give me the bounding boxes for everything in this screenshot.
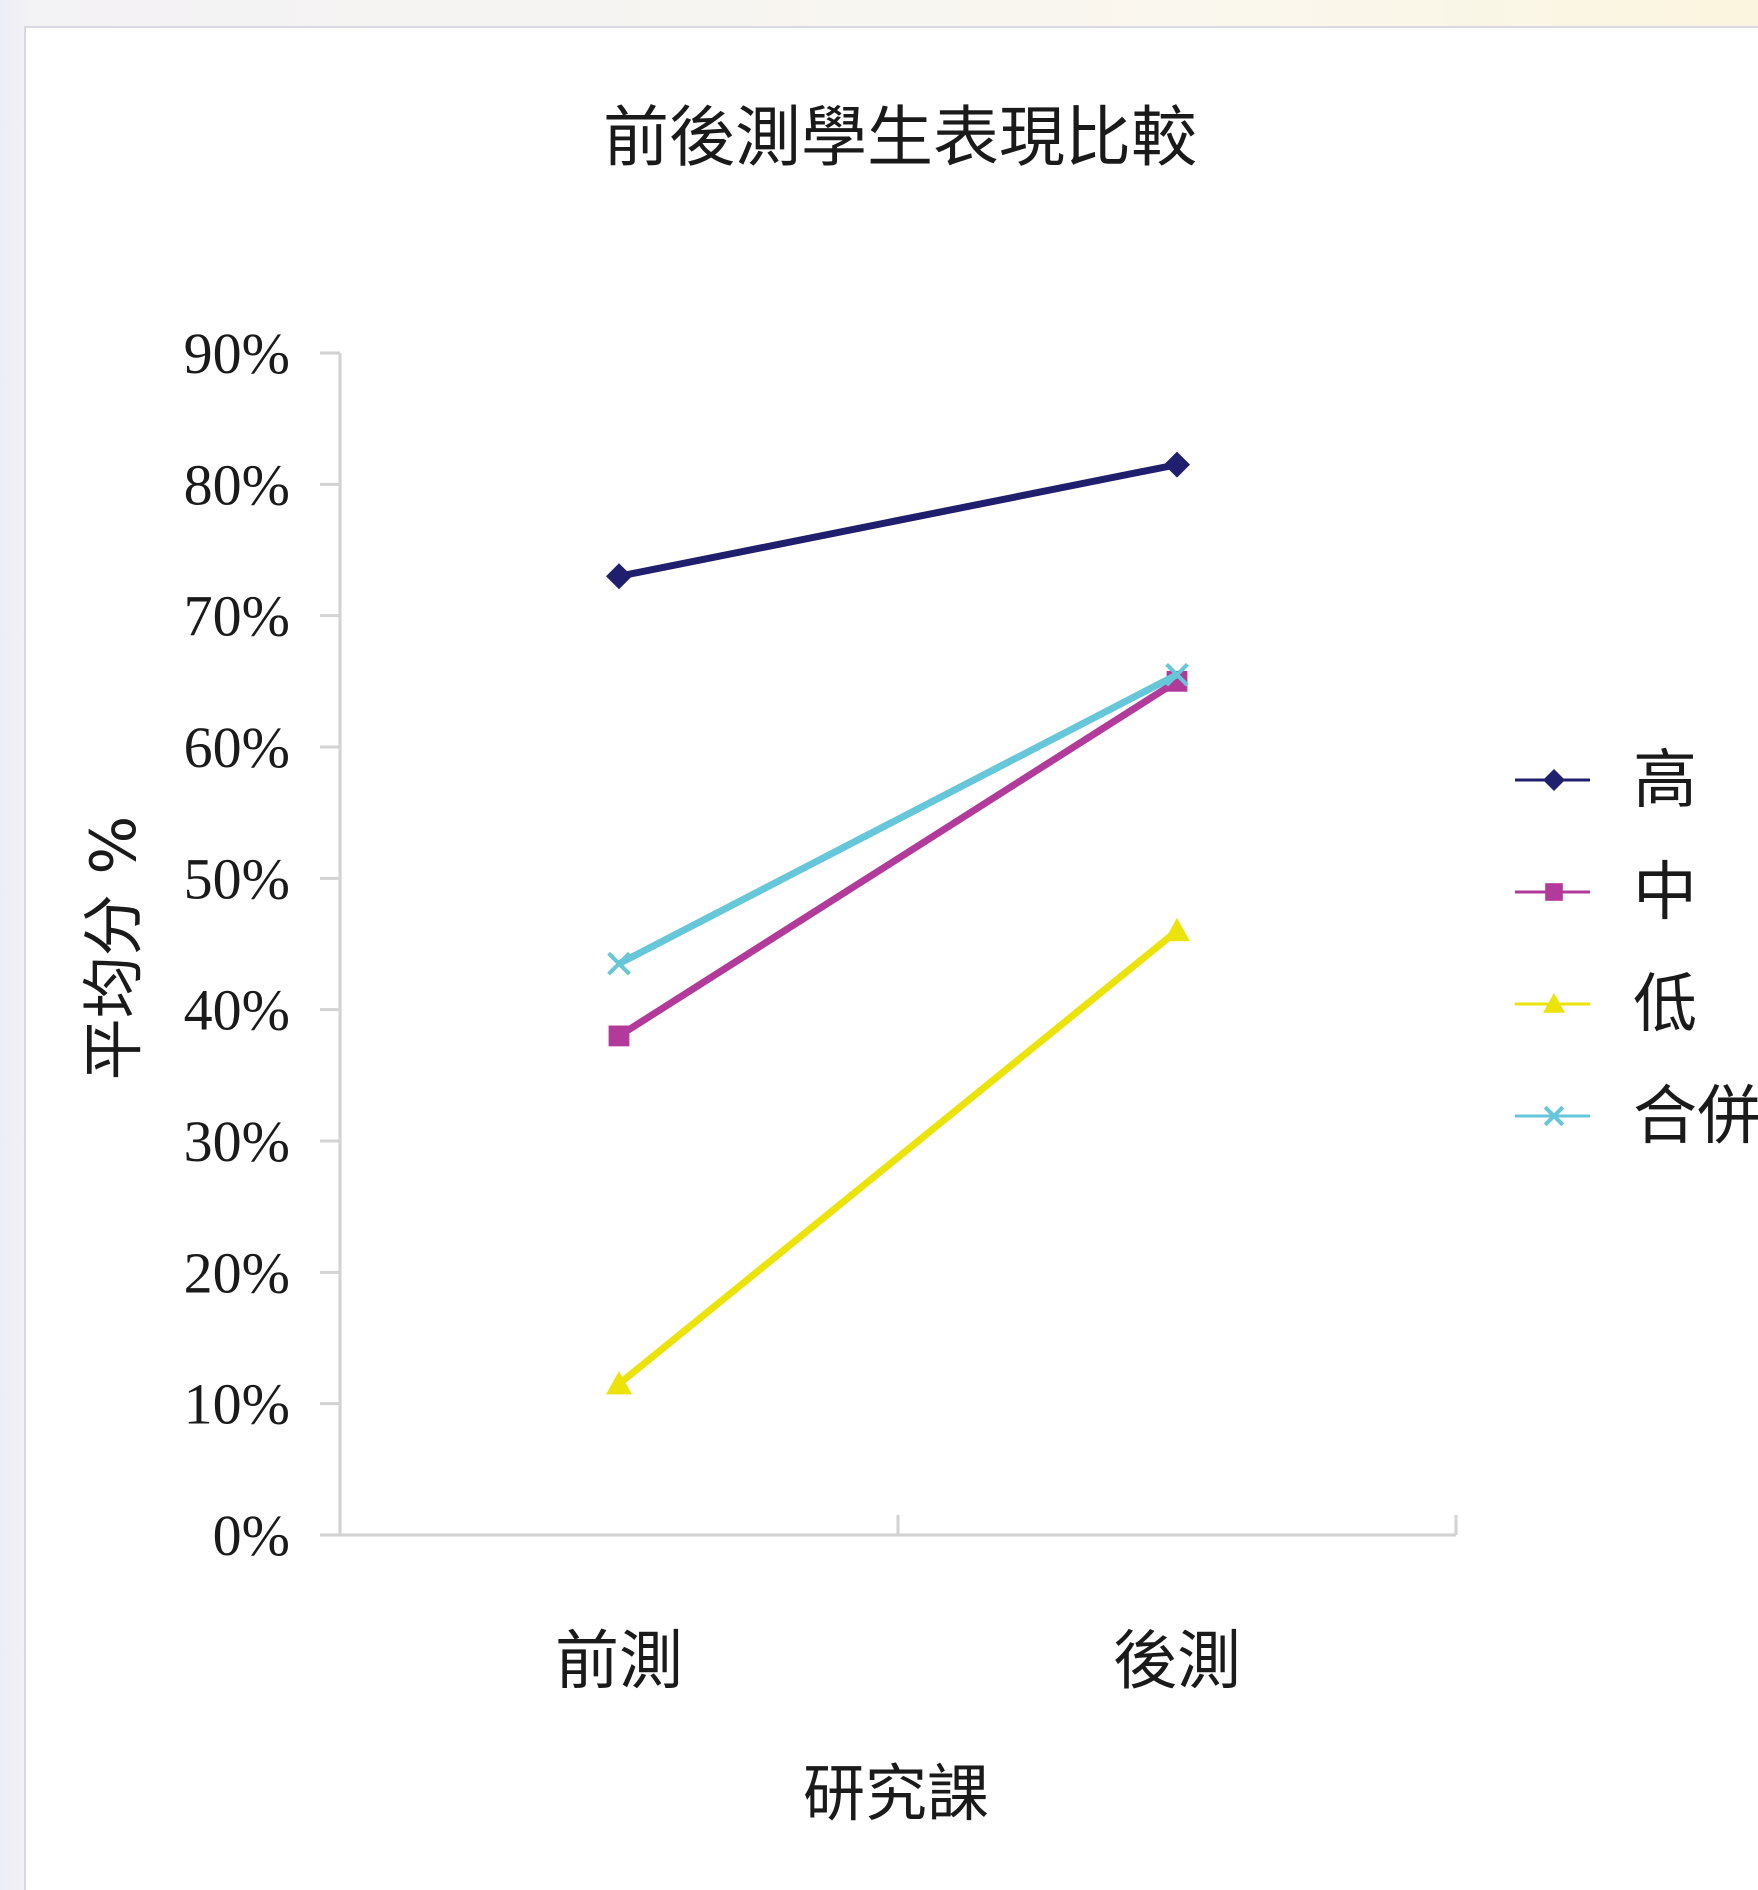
marker-triangle	[606, 1370, 632, 1395]
legend-label: 合併	[1633, 1080, 1758, 1154]
marker-square	[608, 1025, 630, 1047]
series-1	[606, 451, 1190, 590]
marker-diamond	[1164, 451, 1190, 478]
series-line	[618, 461, 1178, 580]
series-3	[606, 917, 1190, 1395]
y-tick-label: 10%	[184, 1372, 290, 1437]
legend-item: 合併	[1515, 1080, 1758, 1154]
x-tick-label: 後測	[1113, 1625, 1241, 1699]
series-line	[617, 671, 1179, 967]
marker-square	[1545, 883, 1563, 901]
marker-x	[1165, 662, 1189, 687]
chart-card	[24, 26, 1758, 1890]
axes	[338, 353, 1456, 1537]
marker-x	[607, 951, 631, 976]
marker-x-stroke	[1543, 1105, 1565, 1127]
legend-label: 中	[1633, 856, 1697, 930]
y-tick-label: 0%	[213, 1503, 290, 1568]
marker-x	[1543, 1105, 1565, 1127]
series-line	[617, 678, 1179, 1039]
y-tick-label: 90%	[184, 321, 290, 386]
y-axis-ticks: 0% 10% 20% 30% 40% 50% 60% 70% 80% 90%	[184, 321, 340, 1568]
legend-item: 低	[1515, 968, 1697, 1042]
marker-x-stroke	[1165, 662, 1189, 687]
y-tick-label: 20%	[184, 1240, 290, 1305]
chart-title: 前後測學生表現比較	[603, 99, 1197, 176]
y-tick-label: 60%	[184, 715, 290, 780]
legend-item: 中	[1515, 856, 1697, 930]
y-tick-label: 50%	[184, 846, 290, 911]
legend-label: 高	[1633, 744, 1697, 818]
marker-x-stroke	[607, 951, 631, 976]
x-tick-label: 前測	[555, 1625, 683, 1699]
y-tick-label: 30%	[184, 1109, 290, 1174]
y-tick-label: 40%	[184, 978, 290, 1043]
x-axis-ticks: 前測 後測	[338, 1515, 1458, 1699]
x-axis-title: 研究課	[803, 1757, 989, 1830]
marker-triangle	[1164, 917, 1190, 942]
marker-diamond	[606, 563, 632, 590]
y-tick-label: 80%	[184, 452, 290, 517]
y-tick-label: 70%	[184, 584, 290, 649]
legend-label: 低	[1633, 968, 1697, 1042]
y-axis-title: 平均分 %	[77, 816, 150, 1081]
series-4	[607, 662, 1189, 976]
marker-diamond	[1543, 769, 1565, 791]
marker-triangle	[1543, 993, 1565, 1013]
series-layer	[606, 451, 1190, 1395]
series-line	[616, 928, 1180, 1387]
legend-item: 高	[1515, 744, 1697, 818]
